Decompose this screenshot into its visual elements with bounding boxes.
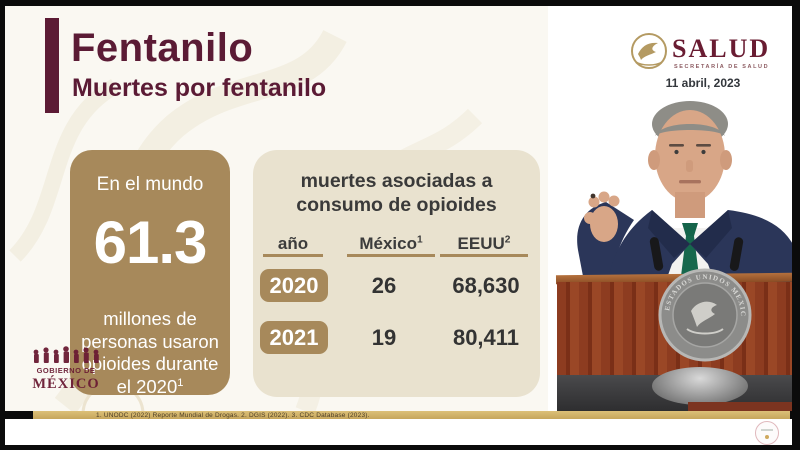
mexico-seal: ESTADOS UNIDOS MEXICANOS xyxy=(657,267,752,362)
table-title: muertes asociadas a consumo de opioides xyxy=(296,170,497,216)
seal-eagle-icon xyxy=(691,301,717,327)
slide-date: 11 abril, 2023 xyxy=(665,76,741,90)
column-rule xyxy=(263,254,323,257)
podium-step xyxy=(688,402,792,411)
speaker-face xyxy=(655,110,725,202)
slide-title: Fentanilo xyxy=(71,26,254,70)
year-badge-2020: 2020 xyxy=(260,269,328,302)
frame-edge xyxy=(792,0,800,450)
microphone-icon xyxy=(649,237,664,271)
frame-edge xyxy=(0,445,800,450)
frame-edge xyxy=(0,0,800,6)
podium-base-column xyxy=(652,367,748,405)
microphone-icon xyxy=(729,237,744,271)
cell-eeuu-2020: 68,630 xyxy=(452,273,520,298)
cell-eeuu-2021: 80,411 xyxy=(452,325,520,350)
world-card-heading: En el mundo xyxy=(96,174,204,195)
footer-gold-strip xyxy=(33,411,790,419)
title-accent-bar xyxy=(45,18,59,113)
salud-wordmark: SALUD xyxy=(672,34,771,63)
column-header-eeuu: EEUU2 xyxy=(457,234,511,253)
speaker-photo xyxy=(577,101,794,292)
gobierno-de-mexico-logo: GOBIERNO DE MÉXICO xyxy=(32,346,99,392)
speaker-neck xyxy=(675,192,705,218)
cell-mexico-2020: 26 xyxy=(371,273,397,298)
column-rule xyxy=(440,254,528,257)
svg-text:GOBIERNO DE: GOBIERNO DE xyxy=(37,366,96,375)
opioid-table-card: muertes asociadas a consumo de opioides … xyxy=(253,150,540,397)
svg-text:MÉXICO: MÉXICO xyxy=(32,375,99,392)
year-badge-2021: 2021 xyxy=(260,321,328,354)
column-rule xyxy=(347,254,435,257)
sources-footnote: 1. UNODC (2022) Reporte Mundial de Droga… xyxy=(96,412,370,419)
column-header-mexico: México1 xyxy=(359,234,423,253)
column-header-year: año xyxy=(277,234,309,253)
bottom-white-band xyxy=(5,419,792,445)
speaker-hand xyxy=(584,191,620,242)
world-stat-card: En el mundo 61.3 millones de personas us… xyxy=(70,150,230,397)
cell-mexico-2021: 19 xyxy=(371,325,397,350)
world-card-number: 61.3 xyxy=(93,209,208,276)
salud-sub-wordmark: SECRETARÍA DE SALUD xyxy=(674,64,770,70)
salud-eagle-icon xyxy=(631,33,667,69)
world-card-description: millones de personas usaron opioides dur… xyxy=(81,308,219,397)
heroes-figures-icon xyxy=(33,346,99,363)
broadcast-watermark xyxy=(755,421,779,445)
frame-edge xyxy=(0,0,5,450)
footnote-marker: 1 xyxy=(177,376,184,389)
slide-subtitle: Muertes por fentanilo xyxy=(72,74,327,102)
salud-logo: SALUD SECRETARÍA DE SALUD xyxy=(628,30,778,75)
